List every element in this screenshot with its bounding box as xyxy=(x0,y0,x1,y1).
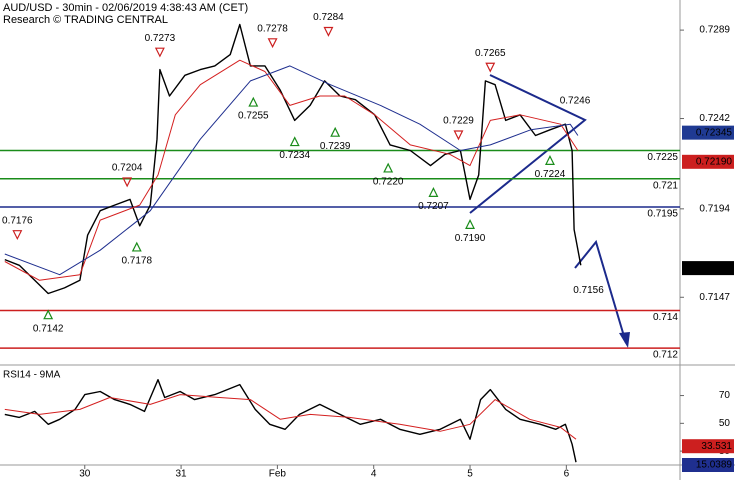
pivot-label: 0.7204 xyxy=(112,163,143,174)
average-line xyxy=(4,59,579,281)
y-tick-label: 0.7147 xyxy=(699,292,730,303)
support-marker xyxy=(43,309,54,320)
price-badge-label: 0.72190 xyxy=(696,156,733,167)
chart-title: AUD/USD - 30min - 02/06/2019 4:38:43 AM … xyxy=(3,2,248,14)
y-tick-label: 0.7194 xyxy=(699,203,730,214)
price-badge-label: 0.71625 xyxy=(696,263,733,274)
x-tick-label: 5 xyxy=(467,469,473,480)
price-badge xyxy=(682,125,734,140)
x-tick-label: 6 xyxy=(564,469,570,480)
level-label: 0.7225 xyxy=(647,152,678,163)
price-badge-label: 0.72345 xyxy=(696,127,733,138)
pivot-label: 0.7246 xyxy=(560,96,591,107)
pivot-label: 0.7234 xyxy=(279,150,310,161)
pivot-label: 0.7220 xyxy=(373,177,404,188)
projection-arrow xyxy=(574,239,627,344)
pivot-label: 0.7178 xyxy=(121,256,152,267)
pivot-label: 0.7284 xyxy=(313,12,344,23)
support-marker xyxy=(383,162,394,173)
chart-subtitle: Research © TRADING CENTRAL xyxy=(3,14,168,26)
pivot-label: 0.7239 xyxy=(320,141,351,152)
pivot-label: 0.7278 xyxy=(257,23,288,34)
resistance-marker xyxy=(323,26,334,37)
y-tick-label: 70 xyxy=(719,390,731,401)
support-marker xyxy=(545,155,555,165)
resistance-marker xyxy=(267,38,278,49)
trend-drawing xyxy=(469,74,630,348)
price-badge xyxy=(682,439,734,454)
resistance-marker xyxy=(453,130,464,141)
average-line xyxy=(4,65,579,276)
level-label: 0.721 xyxy=(653,180,678,191)
price-badge xyxy=(682,154,734,169)
price-badge-label: 15.0389 xyxy=(696,460,733,471)
y-tick-label: 0.7242 xyxy=(699,113,730,124)
support-marker xyxy=(428,187,439,197)
resistance-marker xyxy=(122,177,133,188)
y-tick-label: 50 xyxy=(719,418,731,429)
support-marker xyxy=(248,96,259,107)
pivot-label: 0.7273 xyxy=(145,33,176,44)
price-badge xyxy=(682,458,734,472)
pivot-label: 0.7229 xyxy=(443,116,474,127)
average-line xyxy=(4,394,577,440)
x-tick-label: 4 xyxy=(371,469,377,480)
pivot-label: 0.7190 xyxy=(455,233,486,244)
x-tick-label: Feb xyxy=(269,469,287,480)
level-label: 0.7195 xyxy=(647,209,678,220)
x-tick-label: 30 xyxy=(79,469,91,480)
resistance-marker xyxy=(154,47,165,58)
pivot-label: 0.7176 xyxy=(2,215,33,226)
support-marker xyxy=(131,241,142,252)
resistance-marker xyxy=(485,62,496,73)
wedge xyxy=(469,74,587,214)
pivot-label: 0.7156 xyxy=(573,285,604,296)
level-label: 0.714 xyxy=(653,312,678,323)
rsi-title: RSI14 - 9MA xyxy=(3,370,61,381)
arrow-head xyxy=(619,332,630,348)
x-tick-label: 31 xyxy=(176,469,188,480)
pivot-label: 0.7207 xyxy=(418,201,449,212)
pivot-label: 0.7224 xyxy=(535,169,566,180)
price-line xyxy=(4,23,582,295)
y-tick-label: 0.7289 xyxy=(699,25,730,36)
support-marker xyxy=(330,126,341,137)
price-badge-label: 33.531 xyxy=(701,441,732,452)
pivot-label: 0.7255 xyxy=(238,111,269,122)
support-marker xyxy=(289,136,300,147)
price-badge xyxy=(682,261,734,276)
support-marker xyxy=(465,219,475,229)
pivot-label: 0.7265 xyxy=(475,48,506,59)
resistance-marker xyxy=(12,230,23,241)
level-label: 0.712 xyxy=(653,350,678,361)
pivot-label: 0.7142 xyxy=(33,323,64,334)
